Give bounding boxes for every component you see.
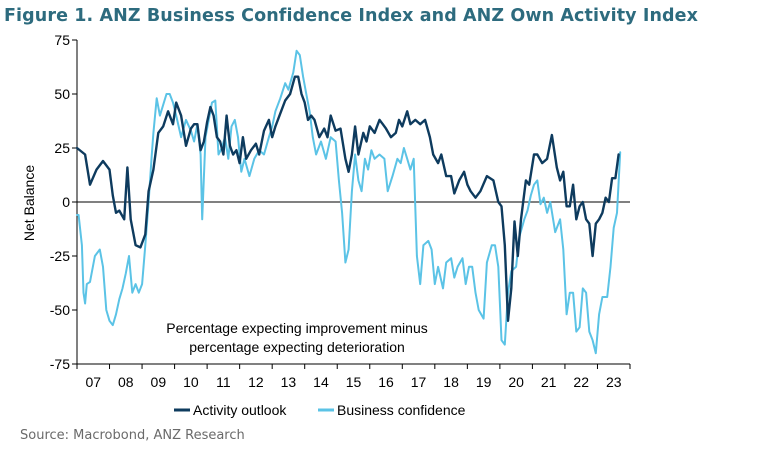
x-tick-label: 09 bbox=[151, 374, 167, 390]
x-tick-label: 19 bbox=[476, 374, 492, 390]
y-tick-label: 0 bbox=[62, 194, 70, 210]
source-note: Source: Macrobond, ANZ Research bbox=[20, 428, 245, 443]
y-tick-label: -25 bbox=[50, 248, 70, 264]
x-tick-label: 10 bbox=[183, 374, 199, 390]
x-tick-label: 12 bbox=[248, 374, 264, 390]
legend-label-business-confidence: Business confidence bbox=[337, 402, 466, 418]
annotation-line-2: percentage expecting deterioration bbox=[189, 339, 405, 355]
x-tick-label: 15 bbox=[346, 374, 362, 390]
y-tick-label: 50 bbox=[54, 86, 70, 102]
chart-annotation: Percentage expecting improvement minus p… bbox=[166, 320, 427, 355]
y-axis-label: Net Balance bbox=[21, 165, 37, 241]
y-tick-label: 25 bbox=[54, 140, 70, 156]
x-tick-label: 18 bbox=[443, 374, 459, 390]
x-tick-label: 17 bbox=[411, 374, 427, 390]
series-line-activity-outlook bbox=[75, 75, 620, 322]
y-axis: 75 50 25 0 -25 -50 -75 bbox=[50, 32, 78, 372]
legend-label-activity-outlook: Activity outlook bbox=[193, 402, 287, 418]
x-axis: 07 08 09 10 11 12 13 14 15 16 17 18 19 20 21 22 23 bbox=[76, 201, 631, 390]
series-layer bbox=[75, 49, 622, 355]
x-tick-label: 08 bbox=[118, 374, 134, 390]
x-tick-label: 13 bbox=[281, 374, 297, 390]
y-tick-label: 75 bbox=[54, 32, 70, 48]
x-tick-label: 11 bbox=[216, 374, 231, 390]
x-tick-label: 16 bbox=[378, 374, 394, 390]
y-tick-label: -50 bbox=[50, 302, 70, 318]
y-tick-label: -75 bbox=[50, 356, 70, 372]
figure-title: Figure 1. ANZ Business Confidence Index … bbox=[4, 6, 699, 26]
x-tick-label: 20 bbox=[508, 374, 524, 390]
x-tick-label: 22 bbox=[573, 374, 589, 390]
x-tick-label: 14 bbox=[313, 374, 329, 390]
annotation-line-1: Percentage expecting improvement minus bbox=[166, 320, 427, 336]
series-line-business-confidence bbox=[76, 49, 622, 355]
x-tick-label: 23 bbox=[606, 374, 622, 390]
x-tick-label: 21 bbox=[541, 374, 557, 390]
x-tick-label: 07 bbox=[85, 374, 101, 390]
legend: Activity outlook Business confidence bbox=[174, 402, 466, 418]
